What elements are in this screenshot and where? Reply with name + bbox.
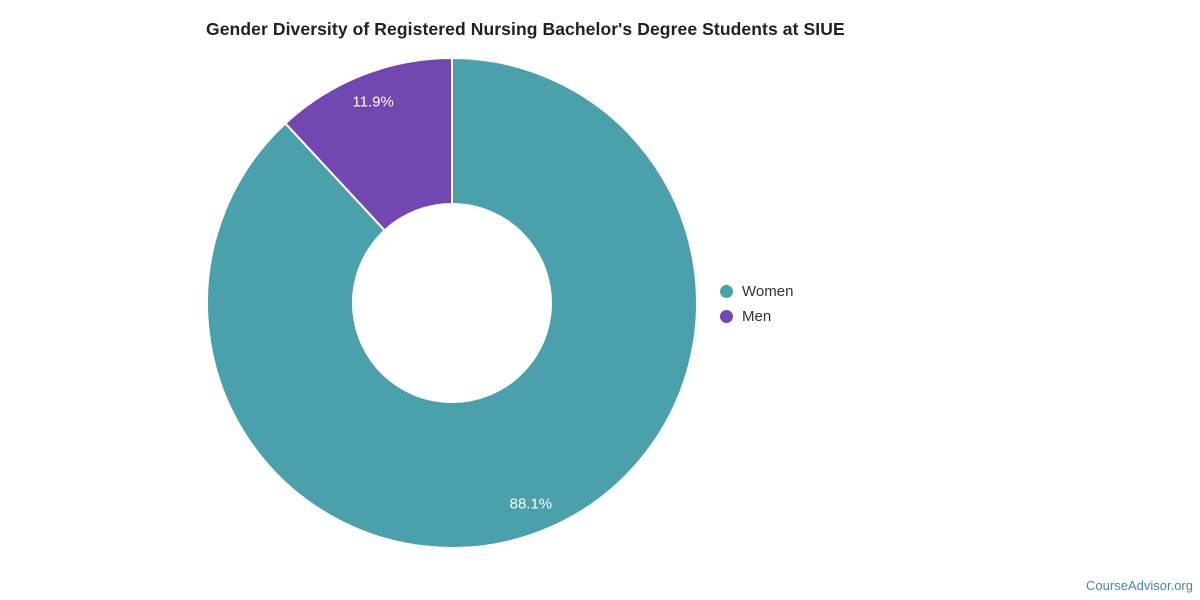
slice-label-women: 88.1% [510, 496, 553, 513]
legend-marker-men [720, 310, 733, 323]
legend-marker-women [720, 285, 733, 298]
slice-label-men: 11.9% [352, 93, 393, 110]
chart-title: Gender Diversity of Registered Nursing B… [206, 19, 845, 39]
legend-label-men: Men [742, 308, 772, 325]
legend: Women Men [720, 279, 793, 329]
legend-item-women[interactable]: Women [720, 279, 793, 304]
legend-label-women: Women [742, 283, 794, 300]
courseadvisor-link[interactable]: CourseAdvisor.org [1086, 578, 1193, 593]
pie-slice-men[interactable] [284, 57, 453, 232]
pie-slice-women[interactable] [206, 57, 698, 549]
legend-item-men[interactable]: Men [720, 304, 793, 329]
